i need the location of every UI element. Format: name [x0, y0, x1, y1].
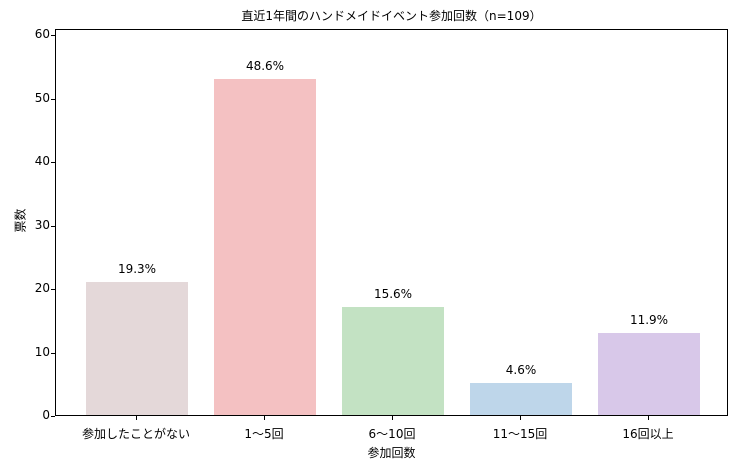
- x-tick-mark: [648, 416, 649, 420]
- y-tick-mark: [51, 98, 55, 100]
- x-tick-label: 1〜5回: [244, 427, 284, 441]
- y-tick-label: 40: [34, 154, 50, 169]
- y-tick-label: 50: [34, 90, 50, 105]
- bar: [214, 78, 316, 415]
- bar: [86, 281, 188, 415]
- plot-area: 19.3% 48.6% 15.6% 4.6% 11.9%: [55, 29, 728, 416]
- x-tick-mark: [392, 416, 393, 420]
- x-tick-label: 11〜15回: [492, 427, 548, 441]
- bar-value-label: 19.3%: [117, 261, 157, 276]
- x-tick-mark: [264, 416, 265, 420]
- y-tick-mark: [51, 162, 55, 164]
- x-tick-mark: [136, 416, 137, 420]
- y-tick-mark: [51, 289, 55, 291]
- y-tick-mark: [51, 416, 55, 417]
- bar-value-label: 48.6%: [245, 58, 285, 73]
- bar: [470, 383, 572, 415]
- bar: [598, 332, 700, 415]
- bar: [342, 307, 444, 415]
- x-tick-label: 6〜10回: [368, 427, 416, 441]
- y-tick-mark: [51, 35, 55, 37]
- y-tick-label: 0: [42, 408, 50, 422]
- x-axis-label: 参加回数: [367, 446, 416, 460]
- x-tick-mark: [520, 416, 521, 420]
- y-tick-mark: [51, 225, 55, 227]
- y-tick-label: 30: [34, 217, 50, 232]
- y-tick-mark: [51, 352, 55, 354]
- bar-value-label: 11.9%: [629, 312, 669, 327]
- bar-value-label: 4.6%: [505, 363, 537, 378]
- y-tick-label: 10: [34, 344, 50, 359]
- bar-value-label: 15.6%: [373, 287, 413, 302]
- x-tick-label: 16回以上: [622, 427, 674, 441]
- y-tick-label: 60: [34, 27, 50, 42]
- y-tick-label: 20: [34, 281, 50, 296]
- x-tick-label: 参加したことがない: [81, 427, 190, 441]
- chart-title: 直近1年間のハンドメイドイベント参加回数（n=109）: [241, 9, 542, 23]
